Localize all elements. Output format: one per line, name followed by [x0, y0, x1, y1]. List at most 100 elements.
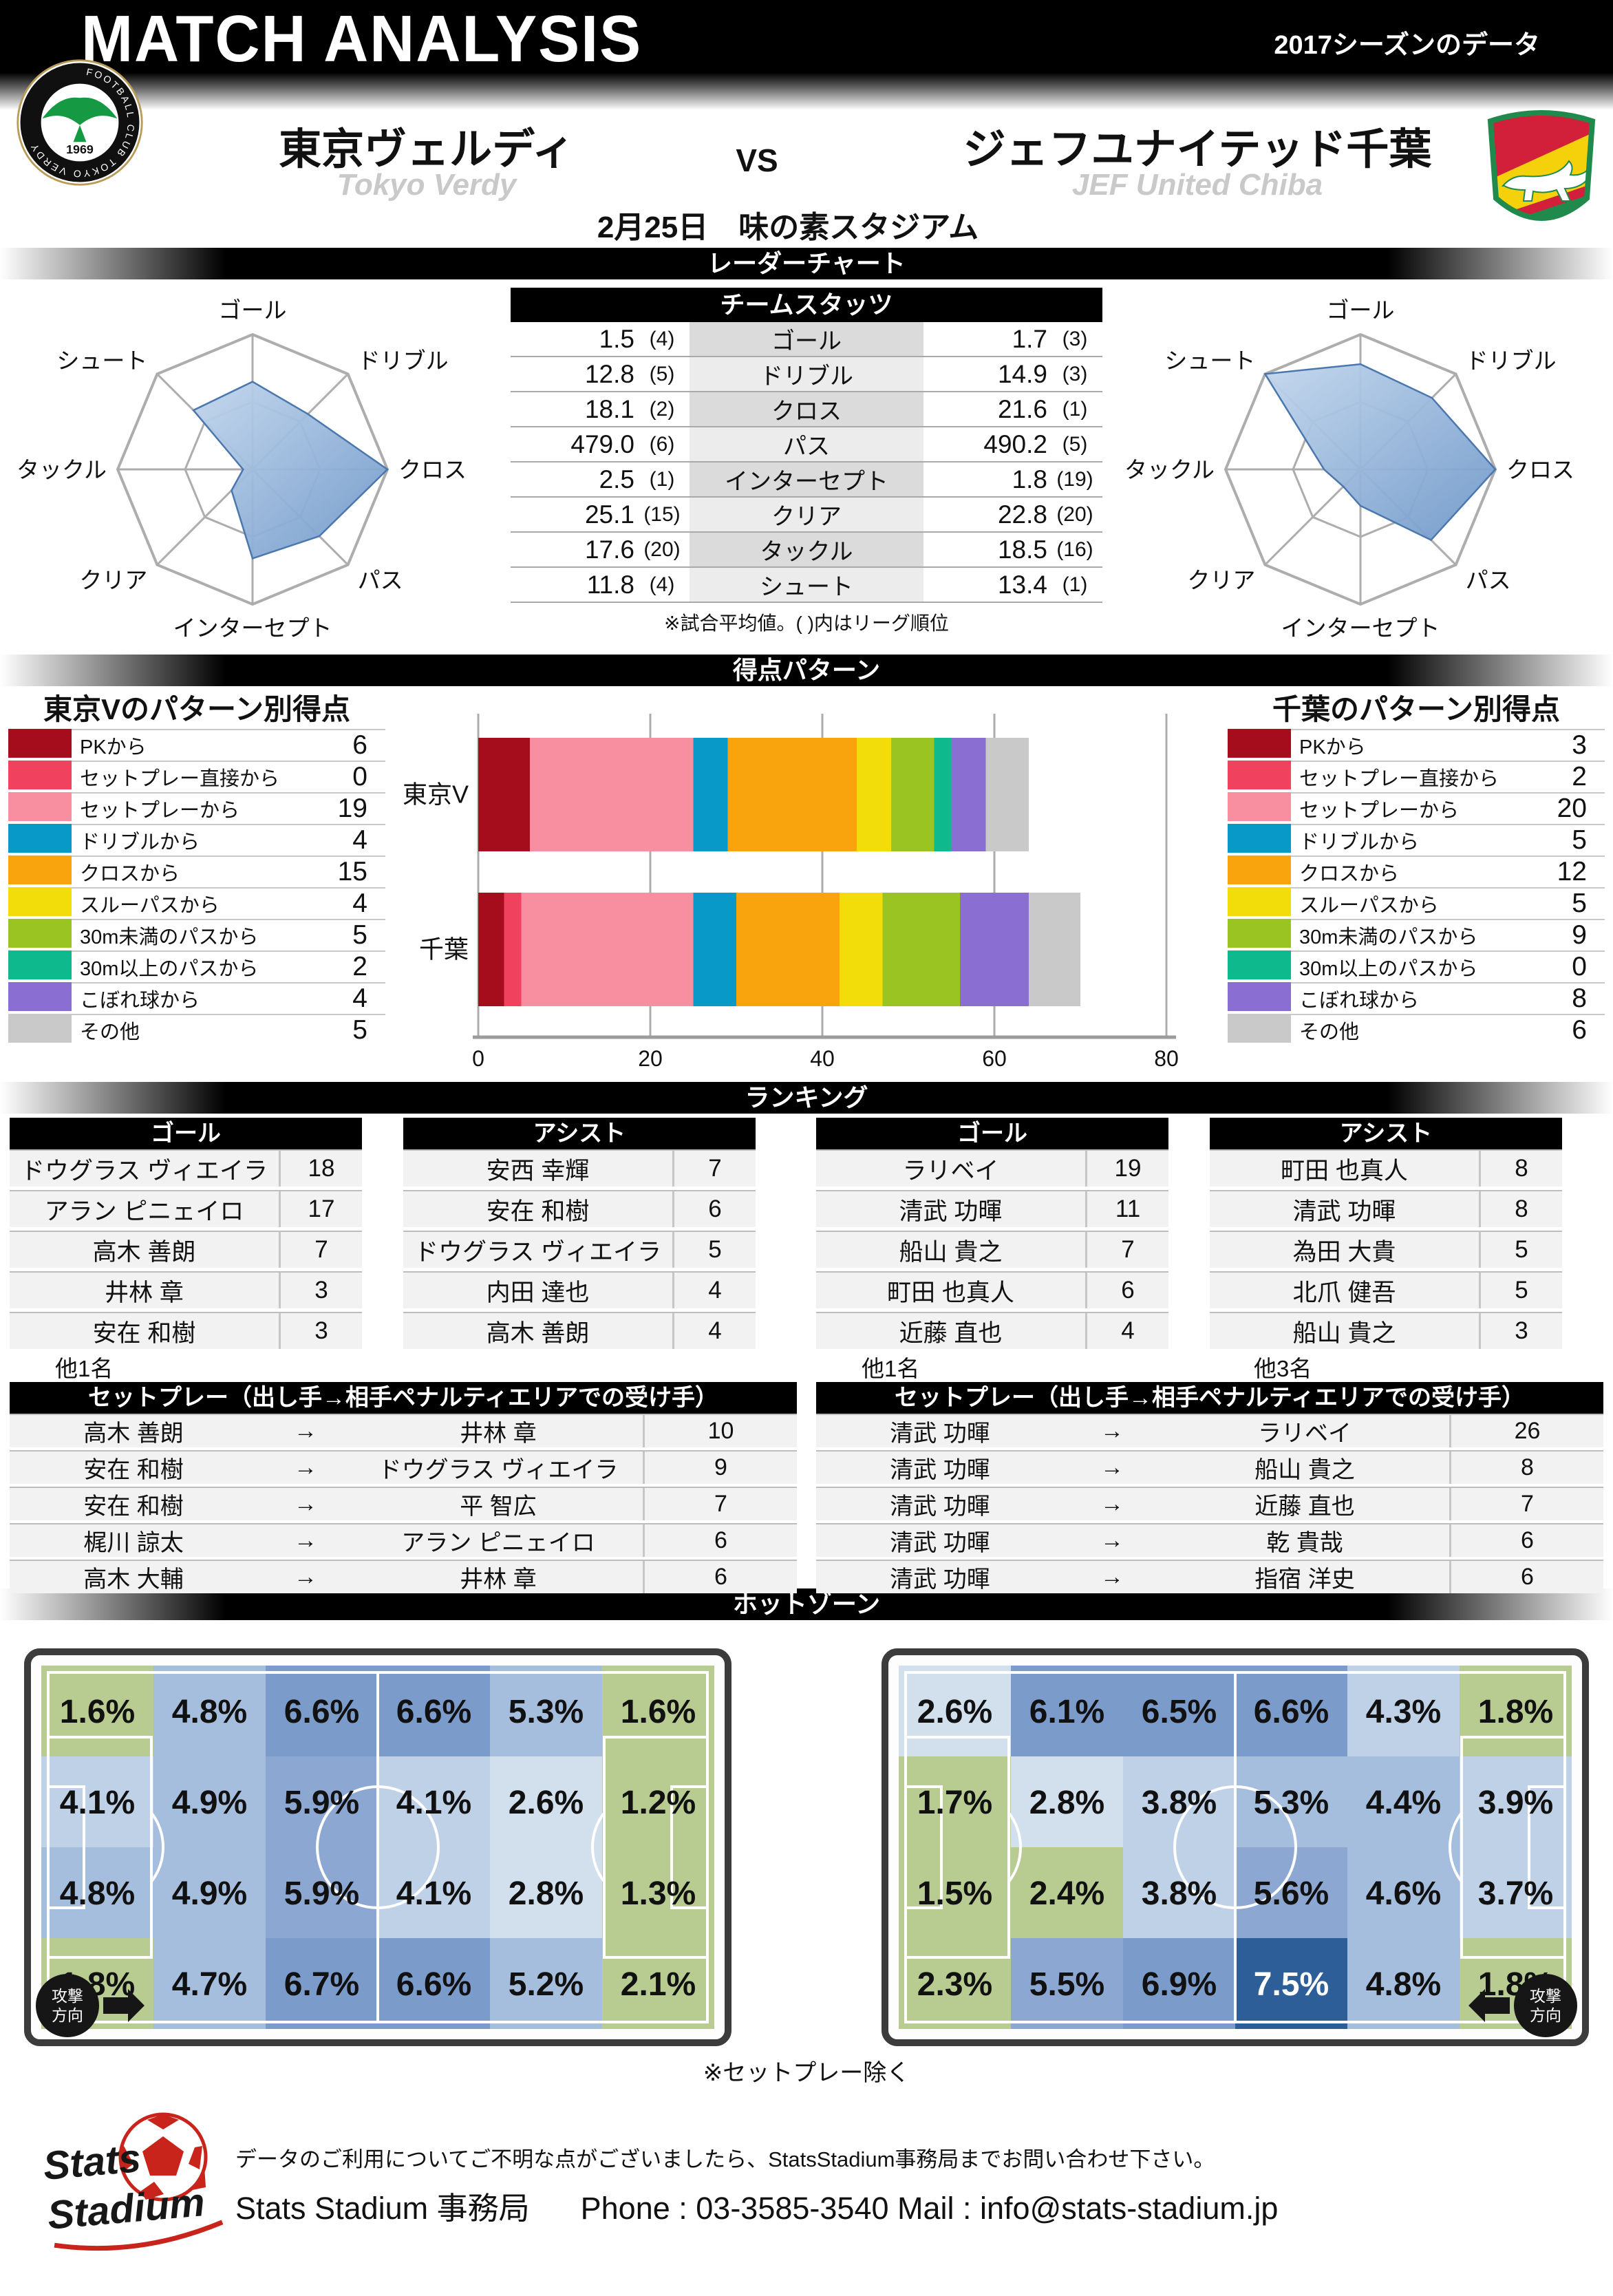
goal-area-right — [1528, 1785, 1566, 1909]
heat-cell-value: 3.9% — [1478, 1785, 1553, 1821]
hotzone-pitch-away: 2.6% 6.1% 6.5% 6.6% 4.3% 1.8% 1.7% 2.8% 3.8% 5.3%… — [882, 1648, 1589, 2046]
hotzone-pitch-home: 1.6% 4.8% 6.6% 6.6% 5.3% 1.6% 4.1% 4.9% 5.9% 4.1%… — [24, 1648, 731, 2046]
setplay-row: 安在 和樹 → ドウグラス ヴィエイラ 9 — [10, 1450, 797, 1484]
player-value: 7 — [672, 1151, 756, 1187]
away-stat-rank: (1) — [1062, 573, 1088, 596]
team-stats-row: 11.8 (4) シュート 13.4 (1) — [511, 568, 1102, 603]
heat-cell — [41, 1666, 153, 1756]
legend-row-body: クロスから 15 — [72, 855, 385, 887]
legend-swatch — [1228, 982, 1291, 1014]
heat-cell — [1123, 1847, 1235, 1938]
setplay-count: 8 — [1449, 1452, 1603, 1484]
legend-row: クロスから 12 — [1228, 855, 1605, 887]
setplay-row: 清武 功暉 → ラリベイ 26 — [816, 1414, 1603, 1447]
radar-axis-label: インターセプト — [1281, 615, 1440, 641]
heat-cell-value: 1.3% — [621, 1875, 696, 1912]
logo-text-stadium: Stadium — [45, 2180, 206, 2238]
heat-cell — [1011, 1756, 1123, 1847]
legend-swatch — [1228, 887, 1291, 919]
player-name: 北爪 健吾 — [1292, 1279, 1396, 1306]
setplay-count: 6 — [1449, 1524, 1603, 1557]
bar-segment — [478, 738, 530, 851]
arrow-right-icon: → — [294, 1454, 317, 1480]
ball-patch — [118, 2146, 133, 2172]
legend-swatch — [1228, 729, 1291, 761]
radar-axis-label: クロス — [398, 457, 467, 482]
player-value: 17 — [279, 1191, 362, 1227]
legend-value: 9 — [1572, 920, 1587, 950]
radar-data-polygon — [1263, 363, 1497, 542]
setplay-count: 6 — [1449, 1561, 1603, 1593]
legend-row-body: ドリブルから 5 — [1291, 824, 1605, 855]
player-value: 5 — [1479, 1273, 1562, 1308]
heat-cell — [378, 1756, 490, 1847]
heat-cell — [378, 1666, 490, 1756]
home-stat-rank: (6) — [649, 432, 675, 456]
heat-cell-value: 4.8% — [172, 1694, 247, 1730]
away-stat-rank: (16) — [1056, 538, 1093, 561]
heat-cell — [1011, 1666, 1123, 1756]
bar-segment — [960, 893, 1029, 1006]
legend-row: スルーパスから 4 — [8, 887, 385, 919]
legend-label: 30m以上のパスから — [80, 958, 259, 980]
jef-shield-outline — [1487, 110, 1596, 221]
center-circle — [316, 1785, 440, 1909]
away-stat-value: 1.8 — [1012, 465, 1047, 493]
scoring-legend-home-rows: PKから 6 セットプレー直接から 0 セットプレーから 19 ドリブルから 4 クロスから 15… — [8, 729, 385, 1045]
heat-cell — [153, 1756, 266, 1847]
heat-cell-value: 2.6% — [509, 1785, 584, 1821]
ranking-row: 清武 功暉 8 — [1210, 1190, 1562, 1227]
ranking-row: アラン ピニェイロ 17 — [10, 1190, 362, 1227]
heat-cell-value: 4.9% — [172, 1785, 247, 1821]
home-stat-value: 18.1 — [584, 394, 634, 423]
legend-swatch — [8, 761, 72, 792]
heat-cell-value: 6.9% — [1142, 1966, 1217, 2003]
heat-cell — [1235, 1666, 1347, 1756]
heat-cell — [1460, 1666, 1572, 1756]
bar-category-label: 東京V — [403, 780, 469, 809]
arrow-right-icon: → — [1100, 1418, 1124, 1444]
legend-row: ドリブルから 4 — [8, 824, 385, 855]
legend-label: セットプレー直接から — [1299, 768, 1499, 790]
radar-axis-label: クロス — [1506, 457, 1574, 482]
away-stat-value: 18.5 — [997, 535, 1047, 564]
setplay-passer: 安在 和樹 — [83, 1494, 184, 1520]
away-stat-value: 22.8 — [997, 500, 1047, 529]
legend-label: その他 — [1299, 1021, 1360, 1043]
setplay-receiver: 井林 章 — [460, 1421, 537, 1447]
legend-swatch — [8, 887, 72, 919]
heat-cell — [1235, 1847, 1347, 1938]
ball-patch — [147, 2114, 179, 2129]
penalty-arc-right — [591, 1811, 606, 1883]
player-value: 3 — [279, 1273, 362, 1308]
setplay-count: 26 — [1449, 1415, 1603, 1447]
ranking-row: 安西 幸輝 7 — [403, 1149, 756, 1187]
setplay-receiver: 船山 貴之 — [1254, 1457, 1355, 1483]
ball-patch — [140, 2182, 164, 2200]
setplay-count: 10 — [643, 1415, 797, 1447]
heat-cell — [1235, 1756, 1347, 1847]
home-stat-rank: (2) — [649, 397, 675, 421]
x-tick-label: 40 — [810, 1046, 835, 1071]
legend-row: 30m以上のパスから 0 — [1228, 950, 1605, 982]
heat-cell — [1460, 1756, 1572, 1847]
bar-segment — [693, 893, 736, 1006]
setplay-count: 9 — [643, 1452, 797, 1484]
x-tick-label: 0 — [472, 1046, 484, 1071]
heat-cell-value: 3.7% — [1478, 1875, 1553, 1912]
setplay-passer: 清武 功暉 — [890, 1421, 990, 1447]
setplay-passer: 梶川 諒太 — [83, 1530, 184, 1556]
player-value: 4 — [1085, 1313, 1168, 1349]
team-stats-row: 17.6 (20) タックル 18.5 (16) — [511, 533, 1102, 568]
legend-value: 19 — [337, 794, 367, 823]
player-name: 町田 也真人 — [1281, 1157, 1408, 1184]
legend-row-body: セットプレーから 19 — [72, 792, 385, 824]
heat-cell-value: 6.7% — [284, 1966, 359, 2003]
radar-axis-label: ドリブル — [1466, 348, 1557, 373]
away-stat-value: 14.9 — [997, 359, 1047, 388]
report-header: MATCH ANALYSIS 2017シーズンのデータ — [0, 0, 1613, 110]
heat-cell-value: 6.6% — [396, 1966, 471, 2003]
bar-segment — [985, 738, 1029, 851]
legend-value: 4 — [352, 825, 367, 855]
legend-swatch — [8, 792, 72, 824]
